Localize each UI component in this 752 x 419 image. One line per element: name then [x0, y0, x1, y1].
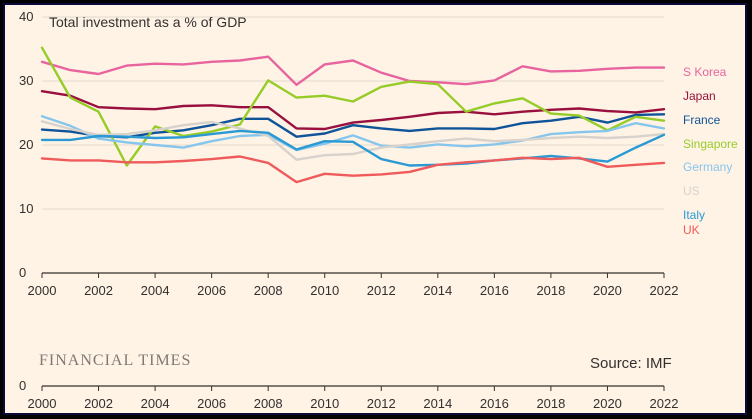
series-line-japan	[40, 89, 666, 131]
x-tick-label: 2010	[310, 283, 339, 298]
ghost-x-tick-label: 2000	[28, 396, 57, 411]
ghost-y-tick-label: 0	[19, 378, 26, 393]
y-tick-label: 30	[19, 73, 33, 88]
ghost-x-tick-label: 2012	[367, 396, 396, 411]
x-tick-label: 2008	[254, 283, 283, 298]
chart-title: Total investment as a % of GDP	[49, 14, 247, 30]
ghost-x-tick-label: 2010	[310, 396, 339, 411]
x-tick-label: 2016	[480, 283, 509, 298]
y-tick-label: 0	[19, 265, 26, 280]
legend-label-italy: Italy	[683, 208, 705, 222]
chart-frame: 0 10 20 30 40 2000 2002 2004 2006 2008 2010 2012 20…	[3, 3, 747, 415]
x-tick-label: 2006	[197, 283, 226, 298]
legend-label-japan: Japan	[683, 89, 716, 103]
ghost-x-tick-label: 2018	[536, 396, 565, 411]
legend-label-us: US	[683, 184, 700, 198]
series-line-singapore	[40, 46, 666, 167]
ghost-x-tick-label: 2006	[197, 396, 226, 411]
ghost-x-tick-label: 2022	[650, 396, 679, 411]
series-line-s-korea	[40, 55, 666, 87]
y-axis-ticks: 0 10 20 30 40	[19, 9, 33, 280]
y-tick-label: 20	[19, 137, 33, 152]
publisher-logo: FINANCIAL TIMES	[39, 352, 191, 369]
x-tick-label: 2004	[141, 283, 170, 298]
ghost-x-tick-label: 2004	[141, 396, 170, 411]
source-note: Source: IMF	[590, 355, 672, 372]
y-tick-label: 10	[19, 201, 33, 216]
x-tick-label: 2020	[593, 283, 622, 298]
series-line-italy	[40, 129, 666, 167]
legend-label-s-korea: S Korea	[683, 65, 727, 79]
gridlines	[42, 16, 664, 274]
series-line-uk	[40, 155, 666, 184]
x-tick-label: 2000	[28, 283, 57, 298]
ghost-x-tick-label: 2008	[254, 396, 283, 411]
series-line-germany	[40, 114, 666, 152]
ghost-x-tick-label: 2020	[593, 396, 622, 411]
y-tick-label: 40	[19, 9, 33, 24]
series-lines	[40, 46, 666, 184]
series-line-us	[40, 120, 666, 161]
ghost-x-tick-label: 2014	[423, 396, 452, 411]
series-line-france	[40, 113, 666, 139]
legend-label-uk: UK	[683, 223, 700, 237]
ghost-x-tick-label: 2016	[480, 396, 509, 411]
legend-label-germany: Germany	[683, 160, 732, 174]
ghost-x-tick-label: 2002	[84, 396, 113, 411]
legend-label-singapore: Singapore	[683, 137, 738, 151]
legend-label-france: France	[683, 113, 721, 127]
x-tick-label: 2022	[650, 283, 679, 298]
x-tick-label: 2012	[367, 283, 396, 298]
x-tick-label: 2002	[84, 283, 113, 298]
x-tick-label: 2014	[423, 283, 452, 298]
legend-labels: S Korea Japan France Singapore Germany US Ital…	[683, 65, 738, 237]
x-tick-label: 2018	[536, 283, 565, 298]
x-axis-ticks: 2000 2002 2004 2006 2008 2010 2012 2014 2016 2018…	[28, 273, 679, 298]
